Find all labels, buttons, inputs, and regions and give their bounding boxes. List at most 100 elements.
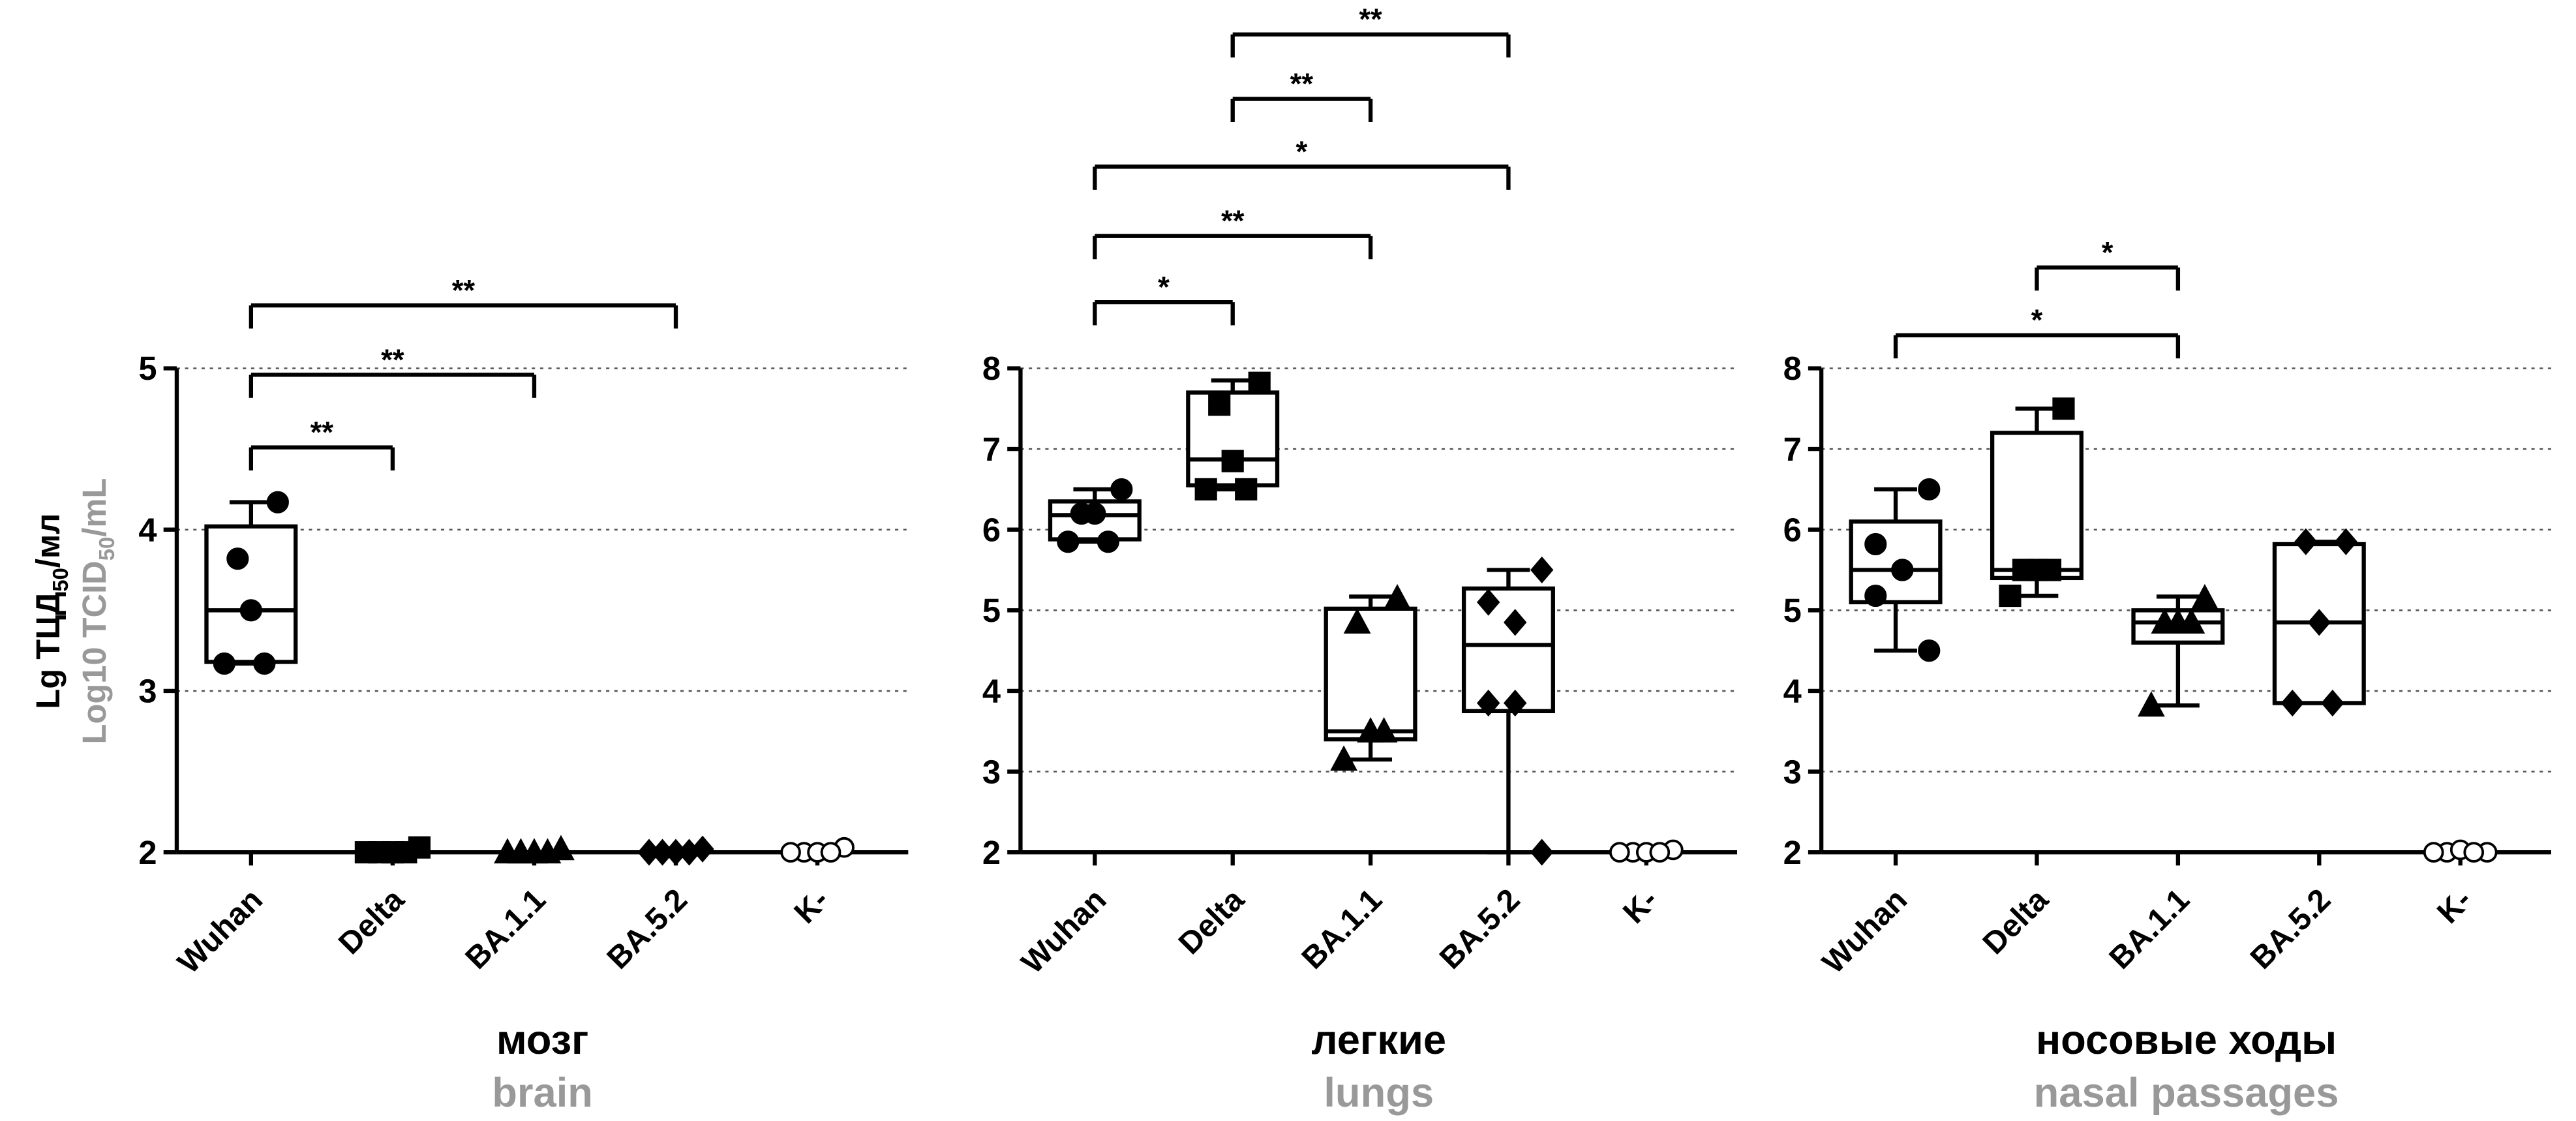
x-tick-label: Wuhan	[1815, 882, 1914, 981]
x-tick-label: Delta	[1172, 882, 1251, 961]
point	[1918, 639, 1941, 662]
y-axis-label: Lg ТЦД50/мл	[29, 514, 72, 709]
y-label-end: /мл	[29, 514, 67, 568]
point	[1891, 559, 1914, 581]
y-label-sub: 50	[48, 568, 72, 592]
point	[637, 838, 661, 866]
y-label-alt: Log10 TCID	[76, 560, 113, 744]
x-tick-label: K-	[1616, 882, 1665, 930]
bracket-label: *	[1158, 271, 1170, 304]
point	[1864, 584, 1887, 607]
y-tick-label: 3	[982, 753, 1001, 790]
panel-title: носовые ходы	[2036, 1017, 2337, 1063]
point	[1503, 609, 1527, 636]
y-tick-label: 3	[1783, 753, 1802, 790]
x-tick-label: BA.1.1	[2102, 882, 2196, 976]
y-tick-label: 7	[1783, 431, 1802, 468]
y-tick-label: 8	[982, 350, 1001, 387]
point	[2463, 842, 2485, 863]
point	[1057, 530, 1080, 553]
panel-subtitle: lungs	[1324, 1070, 1434, 1116]
point	[2177, 608, 2205, 634]
point	[1530, 838, 1554, 866]
bracket-label: **	[311, 416, 334, 449]
point	[213, 652, 235, 675]
y-axis-label-alt: Log10 TCID50/mL	[76, 478, 119, 745]
x-tick-label: Wuhan	[1014, 882, 1113, 981]
point	[677, 838, 701, 866]
point	[1208, 393, 1231, 416]
y-tick-label: 6	[1783, 511, 1802, 548]
point	[1248, 371, 1271, 394]
y-tick-label: 4	[1783, 673, 1802, 710]
y-tick-label: 4	[982, 673, 1001, 710]
point	[395, 841, 417, 864]
point	[253, 652, 276, 675]
point	[1530, 556, 1554, 584]
x-tick-label: BA.5.2	[600, 882, 694, 976]
y-label-alt-sub: 50	[95, 537, 119, 561]
point	[780, 842, 801, 863]
bracket-label: *	[1296, 135, 1308, 168]
point	[2038, 559, 2062, 581]
point	[2294, 528, 2318, 555]
point	[1503, 689, 1527, 717]
point	[266, 491, 289, 514]
x-tick-label: Delta	[1976, 882, 2055, 961]
point	[2321, 689, 2344, 717]
point	[1609, 842, 1630, 863]
point	[239, 599, 262, 622]
panel-subtitle: brain	[492, 1070, 593, 1116]
point	[1370, 717, 1398, 743]
point	[534, 838, 562, 864]
y-tick-label: 5	[138, 350, 157, 387]
box	[204, 524, 298, 664]
point	[2281, 689, 2304, 717]
point	[1649, 842, 1671, 863]
box	[1990, 431, 2084, 581]
y-tick-label: 2	[1783, 834, 1802, 871]
y-label-main: Lg ТЦД	[29, 592, 67, 709]
point	[226, 547, 249, 570]
panel-title: легкие	[1311, 1017, 1446, 1063]
point	[1110, 478, 1133, 500]
point	[1476, 589, 1500, 616]
bracket-label: **	[1359, 3, 1382, 36]
x-tick-label: BA.1.1	[459, 882, 553, 976]
point	[1918, 478, 1941, 500]
y-tick-label: 2	[982, 834, 1001, 871]
bracket-label: **	[381, 343, 404, 376]
y-tick-label: 6	[982, 511, 1001, 548]
point	[1235, 478, 1258, 500]
x-tick-label: BA.5.2	[2243, 882, 2337, 976]
point	[354, 841, 377, 864]
point	[1343, 608, 1371, 634]
point	[2307, 609, 2331, 636]
y-tick-label: 2	[138, 834, 157, 871]
bracket-label: *	[2102, 236, 2114, 269]
y-tick-label: 8	[1783, 350, 1802, 387]
point	[1194, 478, 1217, 500]
panel-title: мозг	[496, 1017, 589, 1063]
point	[1384, 584, 1411, 609]
x-tick-label: BA.5.2	[1432, 882, 1526, 976]
x-tick-label: Wuhan	[171, 882, 269, 981]
y-tick-label: 4	[138, 511, 157, 548]
point	[2190, 584, 2219, 609]
point	[1330, 745, 1357, 771]
point	[820, 842, 841, 863]
bracket-label: **	[1290, 67, 1314, 100]
bracket-label: **	[1221, 204, 1245, 238]
box	[1461, 586, 1555, 713]
y-tick-label: 3	[138, 673, 157, 710]
x-tick-label: Delta	[332, 882, 412, 961]
y-label-alt-end: /mL	[76, 478, 113, 537]
point	[1999, 584, 2022, 607]
bracket-label: *	[2031, 303, 2043, 337]
point	[1083, 502, 1106, 525]
panel-subtitle: nasal passages	[2034, 1070, 2339, 1116]
point	[2137, 691, 2165, 717]
y-tick-label: 5	[1783, 592, 1802, 629]
point	[2334, 528, 2357, 555]
